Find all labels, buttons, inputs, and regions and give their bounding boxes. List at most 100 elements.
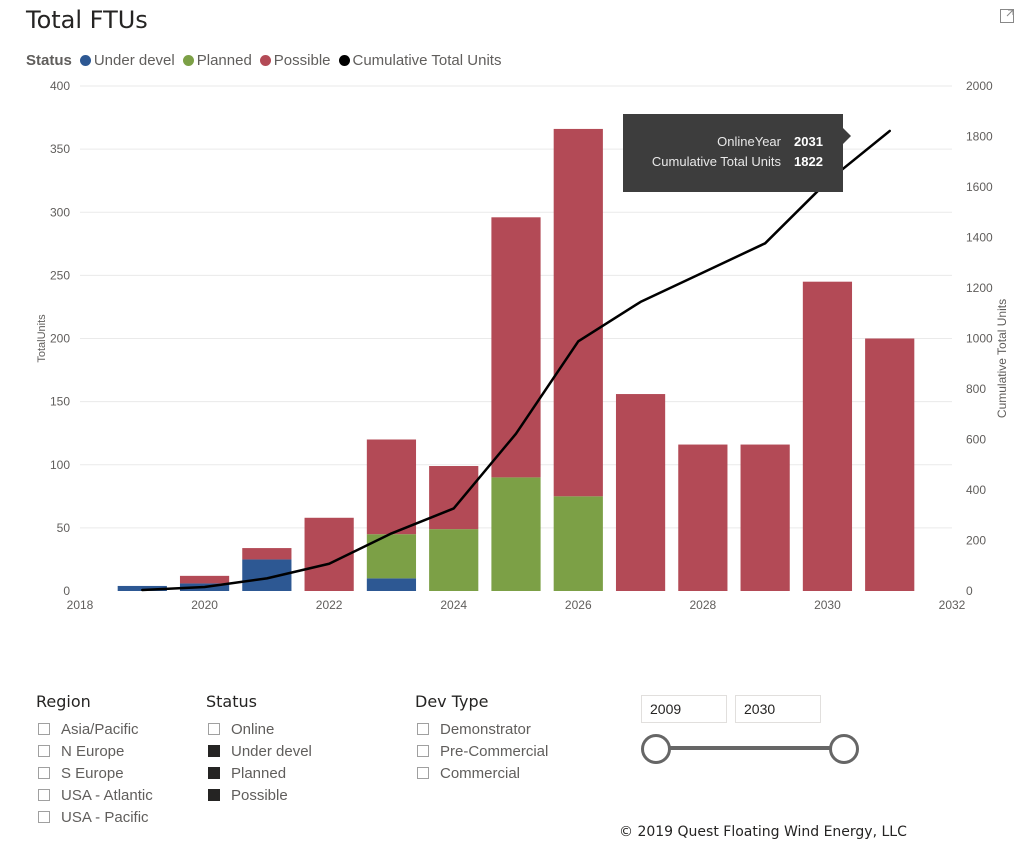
- x-axis-tick-label: 2026: [565, 598, 592, 612]
- bar-segment-possible[interactable]: [242, 548, 292, 560]
- bar-segment-possible[interactable]: [678, 444, 728, 591]
- legend-label: Possible: [273, 51, 331, 69]
- legend-label: Cumulative Total Units: [352, 51, 502, 69]
- visual-title: Total FTUs: [26, 6, 148, 34]
- slicer-item-n-europe[interactable]: N Europe: [36, 740, 153, 762]
- bar-segment-possible[interactable]: [366, 439, 417, 535]
- tooltip-pointer: [843, 128, 851, 144]
- bar-segment-planned[interactable]: [553, 496, 603, 591]
- checkbox-checked[interactable]: [208, 745, 220, 757]
- slicer-item-label: N Europe: [61, 742, 125, 760]
- y2-axis-tick-label: 600: [966, 433, 986, 447]
- slicer-item-online[interactable]: Online: [206, 718, 312, 740]
- legend-label: Under devel: [93, 51, 175, 69]
- legend-marker: [259, 54, 271, 66]
- y-axis-tick-label: 200: [50, 332, 70, 346]
- slicer-item-label: Demonstrator: [440, 720, 531, 738]
- year-range-start-input[interactable]: [641, 695, 727, 723]
- slicer-item-label: Planned: [231, 764, 287, 782]
- checkbox-checked[interactable]: [208, 789, 220, 801]
- slicer-item-label: Pre-Commercial: [440, 742, 549, 760]
- bar-segment-planned[interactable]: [491, 477, 541, 591]
- tooltip-label: Cumulative Total Units: [652, 154, 782, 169]
- y-axis-tick-label: 350: [50, 142, 70, 156]
- y-axis-tick-label: 150: [50, 395, 70, 409]
- bar-segment-under-devel[interactable]: [117, 585, 167, 591]
- bar-segment-possible[interactable]: [429, 466, 479, 530]
- slicer-item-label: Under devel: [231, 742, 312, 760]
- chart-legend: Status Under devel Planned Possible Cumu…: [26, 51, 509, 69]
- slicer-item-planned[interactable]: Planned: [206, 762, 312, 784]
- slicer-item-label: Commercial: [440, 764, 521, 782]
- checkbox[interactable]: [38, 767, 50, 779]
- y-axis-tick-label: 400: [50, 79, 70, 93]
- slicer-item-label: S Europe: [61, 764, 124, 782]
- checkbox[interactable]: [38, 789, 50, 801]
- bar-segment-possible[interactable]: [491, 217, 541, 478]
- y2-axis-tick-label: 1000: [966, 332, 993, 346]
- checkbox[interactable]: [417, 767, 429, 779]
- bar-segment-possible[interactable]: [615, 394, 666, 591]
- y2-axis-tick-label: 400: [966, 483, 986, 497]
- bar-segment-under-devel[interactable]: [366, 578, 417, 591]
- y2-axis-tick-label: 1800: [966, 130, 993, 144]
- bar-segment-possible[interactable]: [179, 575, 230, 584]
- cumulative-total-line[interactable]: [141, 129, 891, 592]
- y2-axis-tick-label: 2000: [966, 79, 993, 93]
- bar-segment-possible[interactable]: [802, 281, 853, 591]
- copyright-text: © 2019 Quest Floating Wind Energy, LLC: [619, 824, 907, 840]
- legend-item-planned[interactable]: Planned: [182, 52, 252, 69]
- x-axis-tick-label: 2018: [67, 598, 94, 612]
- tooltip-value: 2031: [794, 134, 823, 149]
- checkbox[interactable]: [417, 745, 429, 757]
- legend-item-cumulative[interactable]: Cumulative Total Units: [338, 51, 502, 69]
- legend-item-possible[interactable]: Possible: [259, 51, 331, 69]
- slicer-item-asia-pacific[interactable]: Asia/Pacific: [36, 718, 153, 740]
- slicer-item-pre-commercial[interactable]: Pre-Commercial: [415, 740, 548, 762]
- y2-axis-tick-label: 0: [966, 584, 973, 598]
- bar-segment-planned[interactable]: [429, 529, 479, 591]
- legend-item-under-devel[interactable]: Under devel: [79, 51, 175, 69]
- year-range-slider-track[interactable]: [656, 746, 844, 750]
- combo-chart: 0 50 100 150 200 250 300 350 400 0 200 400 600 800 100…: [36, 79, 1009, 612]
- slicer-item-s-europe[interactable]: S Europe: [36, 762, 153, 784]
- legend-marker: [338, 54, 350, 66]
- slicer-item-under-devel[interactable]: Under devel: [206, 740, 312, 762]
- checkbox[interactable]: [38, 745, 50, 757]
- slicer-item-possible[interactable]: Possible: [206, 784, 312, 806]
- region-slicer: Region Asia/Pacific N Europe S Europe US…: [36, 692, 153, 828]
- checkbox[interactable]: [208, 723, 220, 735]
- devtype-slicer-title: Dev Type: [415, 692, 489, 711]
- checkbox[interactable]: [38, 723, 50, 735]
- checkbox-checked[interactable]: [208, 767, 220, 779]
- year-range-end-input[interactable]: [735, 695, 821, 723]
- slicer-item-usa-atlantic[interactable]: USA - Atlantic: [36, 784, 153, 806]
- year-range-start-handle[interactable]: [641, 734, 671, 764]
- x-axis-tick-label: 2032: [939, 598, 966, 612]
- y2-axis-tick-label: 1400: [966, 231, 993, 245]
- checkbox[interactable]: [38, 811, 50, 823]
- year-range-end-handle[interactable]: [829, 734, 859, 764]
- slicer-item-demonstrator[interactable]: Demonstrator: [415, 718, 548, 740]
- slicer-item-label: USA - Pacific: [61, 808, 149, 826]
- region-slicer-title: Region: [36, 692, 91, 711]
- focus-mode-icon[interactable]: [999, 8, 1015, 24]
- bar-segment-possible[interactable]: [865, 338, 915, 592]
- slicer-item-commercial[interactable]: Commercial: [415, 762, 548, 784]
- x-axis-tick-label: 2028: [690, 598, 717, 612]
- y2-axis-tick-label: 800: [966, 382, 986, 396]
- legend-marker: [79, 54, 91, 66]
- slicer-item-label: Online: [231, 720, 275, 738]
- y-axis-tick-label: 100: [50, 458, 70, 472]
- status-slicer-title: Status: [206, 692, 257, 711]
- bar-segment-possible[interactable]: [740, 444, 790, 591]
- tooltip-value: 1822: [794, 154, 823, 169]
- y-axis-tick-label: 50: [57, 521, 71, 535]
- y2-axis-title: Cumulative Total Units: [995, 299, 1009, 418]
- tooltip-label: OnlineYear: [717, 134, 782, 149]
- slicer-item-usa-pacific[interactable]: USA - Pacific: [36, 806, 153, 828]
- y-axis-tick-label: 0: [63, 584, 70, 598]
- y2-axis-tick-label: 1200: [966, 281, 993, 295]
- checkbox[interactable]: [417, 723, 429, 735]
- bar-segment-possible[interactable]: [553, 128, 603, 497]
